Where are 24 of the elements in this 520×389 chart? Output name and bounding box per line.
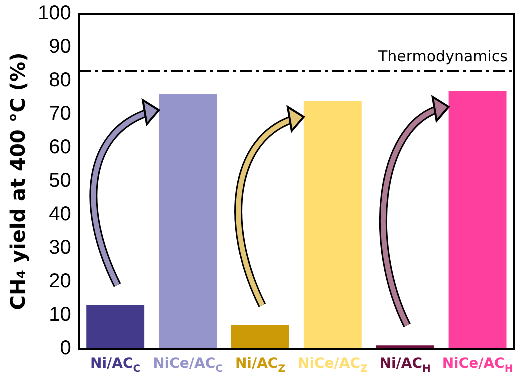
bar <box>86 305 145 349</box>
bar <box>448 91 507 349</box>
y-axis-title: CH₄ yield at 400 °C (%) <box>6 52 30 310</box>
x-tick-label: Ni/AC$_{H}$ <box>380 356 431 375</box>
y-tick-label: 70 <box>49 103 72 126</box>
ref-line-label: Thermodynamics <box>377 47 508 66</box>
x-tick-label: NiCe/AC$_{C}$ <box>153 356 223 375</box>
y-tick-label: 100 <box>38 2 72 25</box>
y-tick-label: 80 <box>49 70 72 92</box>
bar <box>231 326 290 349</box>
x-tick-label: NiCe/AC$_{Z}$ <box>298 356 368 375</box>
y-tick-label: 30 <box>49 237 72 260</box>
y-tick-label: 60 <box>49 136 72 159</box>
x-tick-label: NiCe/AC$_{H}$ <box>442 356 514 375</box>
bar <box>304 101 362 349</box>
y-tick-label: 0 <box>60 338 72 360</box>
x-tick-label: Ni/AC$_{Z}$ <box>235 356 286 375</box>
x-tick-label: Ni/AC$_{C}$ <box>90 356 141 375</box>
y-tick-label: 20 <box>49 270 72 293</box>
y-tick-label: 10 <box>49 304 72 326</box>
y-tick-label: 50 <box>49 170 72 192</box>
bar <box>159 94 217 349</box>
y-tick-label: 90 <box>49 36 72 58</box>
y-tick-label: 40 <box>49 204 72 226</box>
